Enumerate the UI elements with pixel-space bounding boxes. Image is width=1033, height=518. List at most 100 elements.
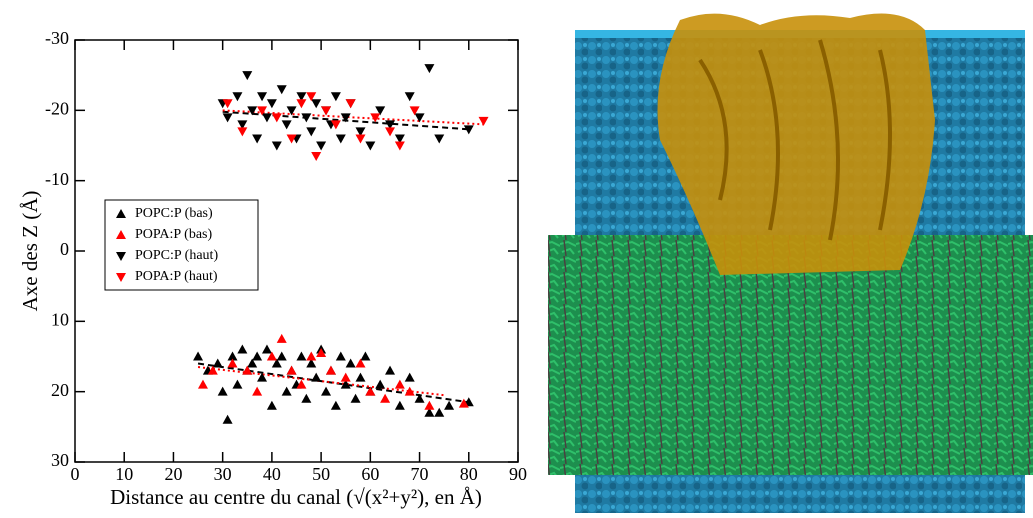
point <box>385 127 396 137</box>
point <box>286 106 297 116</box>
point <box>222 113 233 123</box>
point <box>306 351 317 361</box>
point <box>257 372 268 382</box>
point <box>237 120 248 130</box>
point <box>335 351 346 361</box>
x-tick-label: 20 <box>164 464 182 484</box>
protein <box>657 13 935 275</box>
legend-marker <box>116 273 126 282</box>
point <box>276 85 287 95</box>
point <box>266 400 277 410</box>
x-axis-label: Distance au centre du canal (√(x²+y²), e… <box>110 485 482 509</box>
point <box>316 347 327 357</box>
point <box>296 92 307 102</box>
point <box>355 372 366 382</box>
legend-marker <box>116 252 126 261</box>
x-tick-label: 10 <box>115 464 133 484</box>
point <box>261 113 272 123</box>
point <box>350 393 361 403</box>
point <box>360 351 371 361</box>
legend-text: POPC:P (bas) <box>135 206 213 221</box>
x-tick-label: 70 <box>411 464 429 484</box>
point <box>252 386 263 396</box>
point <box>232 92 243 102</box>
point <box>394 400 405 410</box>
point <box>478 116 489 126</box>
y-tick-label: 30 <box>51 450 69 470</box>
point <box>325 365 336 375</box>
point <box>394 134 405 144</box>
point <box>296 379 307 389</box>
point <box>261 344 272 354</box>
point <box>355 127 366 137</box>
point <box>414 393 425 403</box>
point <box>345 99 356 109</box>
point <box>375 106 386 116</box>
fit-line <box>197 362 469 404</box>
point <box>222 414 233 424</box>
fit-line <box>197 366 445 397</box>
point <box>365 386 376 396</box>
y-tick-label: -20 <box>45 98 69 118</box>
point <box>311 99 322 109</box>
fit-line <box>222 109 484 126</box>
y-tick-label: -30 <box>45 28 69 48</box>
point <box>252 351 263 361</box>
point <box>404 92 415 102</box>
point <box>276 351 287 361</box>
membrane <box>548 235 1033 475</box>
point <box>237 127 248 137</box>
point <box>227 358 238 368</box>
point <box>380 393 391 403</box>
y-tick-label: 0 <box>60 239 69 259</box>
point <box>222 99 233 109</box>
point <box>394 141 405 151</box>
point <box>424 64 435 74</box>
point <box>257 92 268 102</box>
x-tick-label: 0 <box>71 464 80 484</box>
point <box>276 333 287 343</box>
point <box>424 407 435 417</box>
legend-text: POPA:P (bas) <box>135 227 212 242</box>
point <box>306 92 317 102</box>
point <box>252 134 263 144</box>
point <box>394 379 405 389</box>
point <box>232 379 243 389</box>
point <box>463 125 474 135</box>
point <box>330 120 341 130</box>
point <box>242 365 253 375</box>
point <box>207 365 218 375</box>
x-tick-label: 60 <box>361 464 379 484</box>
point <box>237 344 248 354</box>
point <box>340 113 351 123</box>
point <box>247 106 258 116</box>
point <box>444 400 455 410</box>
point <box>193 351 204 361</box>
legend-marker <box>116 209 126 218</box>
point <box>212 358 223 368</box>
point <box>385 365 396 375</box>
protein-strands <box>698 39 892 241</box>
point <box>296 351 307 361</box>
point <box>414 113 425 123</box>
point <box>404 372 415 382</box>
point <box>340 379 351 389</box>
point <box>306 358 317 368</box>
point <box>316 141 327 151</box>
point <box>321 386 332 396</box>
point <box>404 386 415 396</box>
point <box>227 351 238 361</box>
point <box>306 127 317 137</box>
point <box>271 141 282 151</box>
point <box>247 358 258 368</box>
point <box>434 134 445 144</box>
point <box>330 92 341 102</box>
point <box>385 120 396 130</box>
y-tick-label: 10 <box>51 309 69 329</box>
point <box>345 358 356 368</box>
point <box>365 141 376 151</box>
point <box>281 386 292 396</box>
point <box>458 398 469 408</box>
